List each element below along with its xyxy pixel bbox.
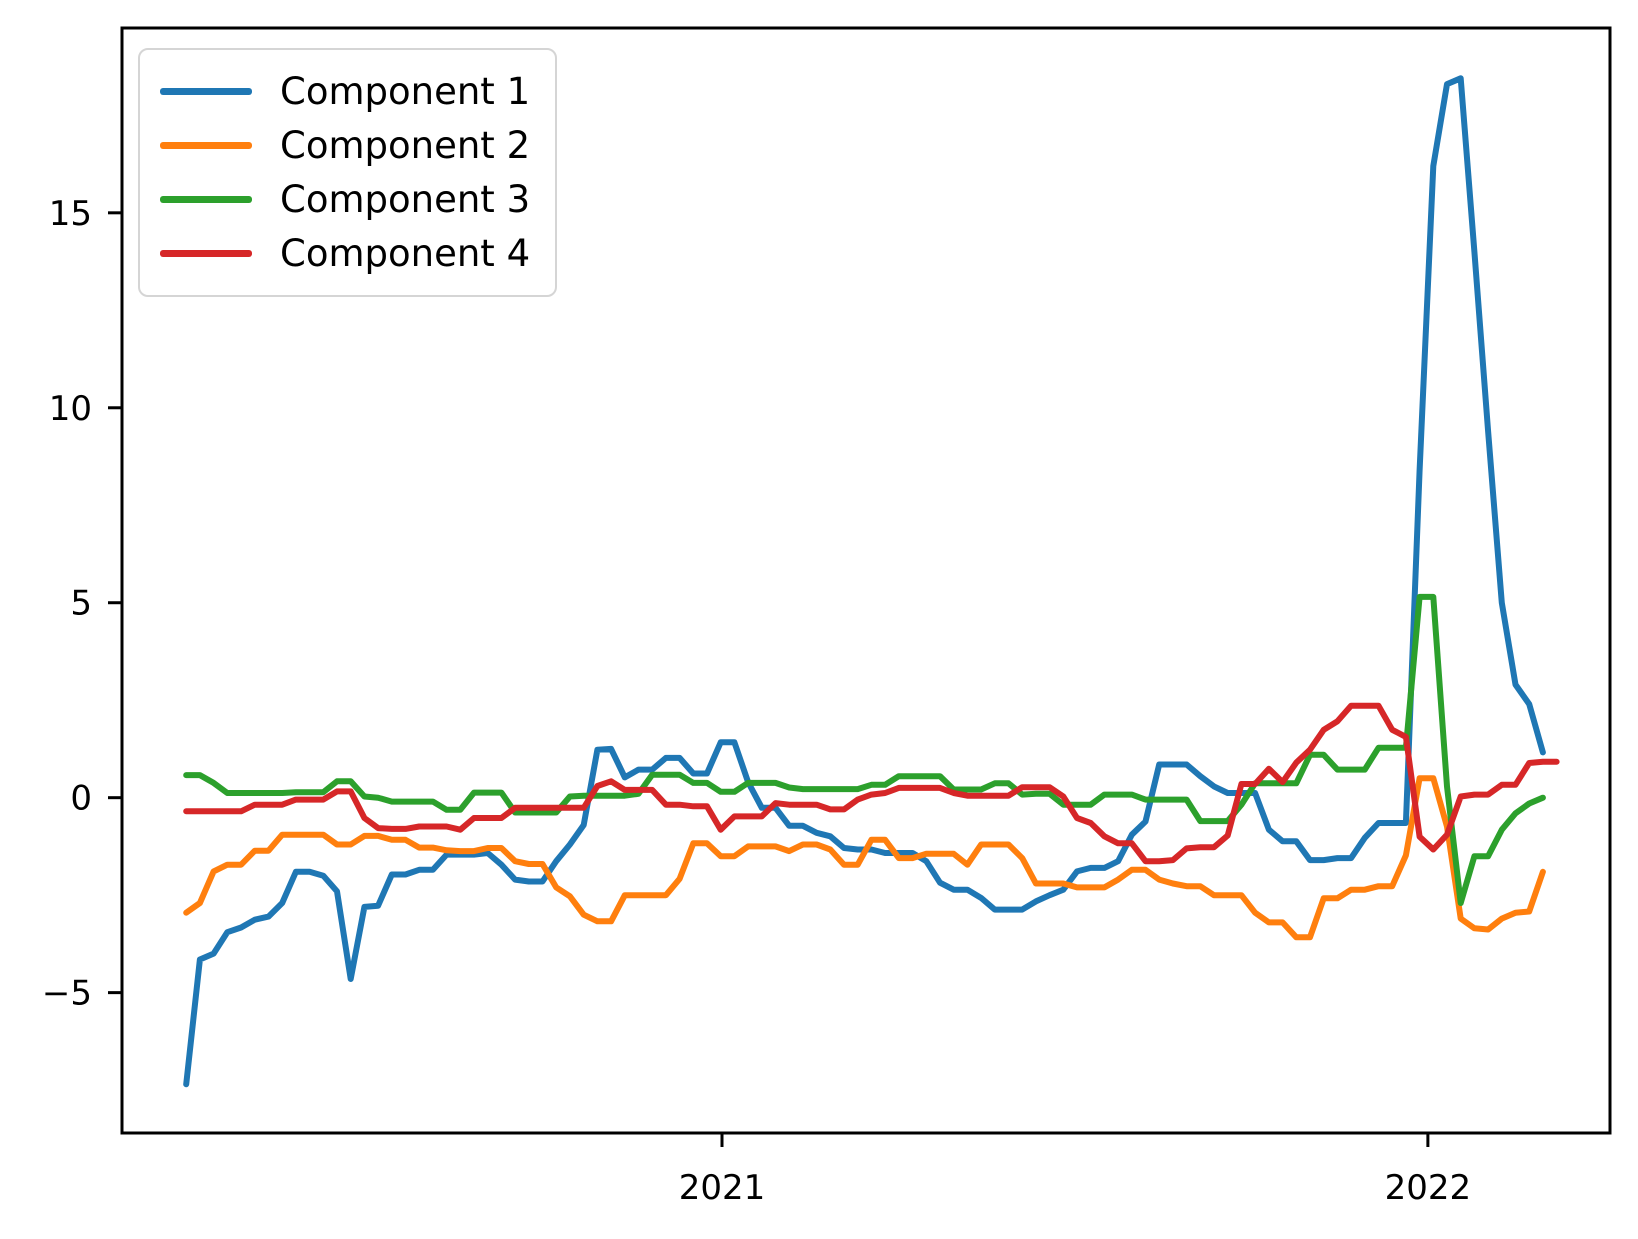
legend-label: Component 2 <box>280 123 531 167</box>
y-axis-tick-label: 15 <box>49 194 92 234</box>
legend: Component 1 Component 2 Component 3 Compone… <box>138 48 557 297</box>
series-line-4 <box>183 702 1560 865</box>
legend-line-swatch <box>160 196 252 204</box>
y-axis-tick-label: 5 <box>70 584 92 624</box>
x-axis-tick-label: 2022 <box>1385 1168 1472 1208</box>
y-axis-tick-label: 10 <box>49 389 92 429</box>
plot-box <box>120 26 1612 1135</box>
y-axis-tick-label: 0 <box>70 779 92 819</box>
y-axis-tick-label: −5 <box>42 974 92 1014</box>
legend-entry-3: Component 3 <box>160 173 535 227</box>
series-line-3 <box>183 593 1546 906</box>
legend-label: Component 4 <box>280 232 531 276</box>
legend-line-swatch <box>160 250 252 258</box>
series-line-2 <box>183 775 1546 941</box>
x-axis-tick-label: 2021 <box>679 1168 766 1208</box>
legend-entry-1: Component 1 <box>160 64 535 118</box>
legend-entry-2: Component 2 <box>160 118 535 172</box>
legend-line-swatch <box>160 141 252 149</box>
legend-entry-4: Component 4 <box>160 227 535 281</box>
legend-line-swatch <box>160 87 252 95</box>
legend-label: Component 3 <box>280 178 531 222</box>
legend-label: Component 1 <box>280 69 531 113</box>
